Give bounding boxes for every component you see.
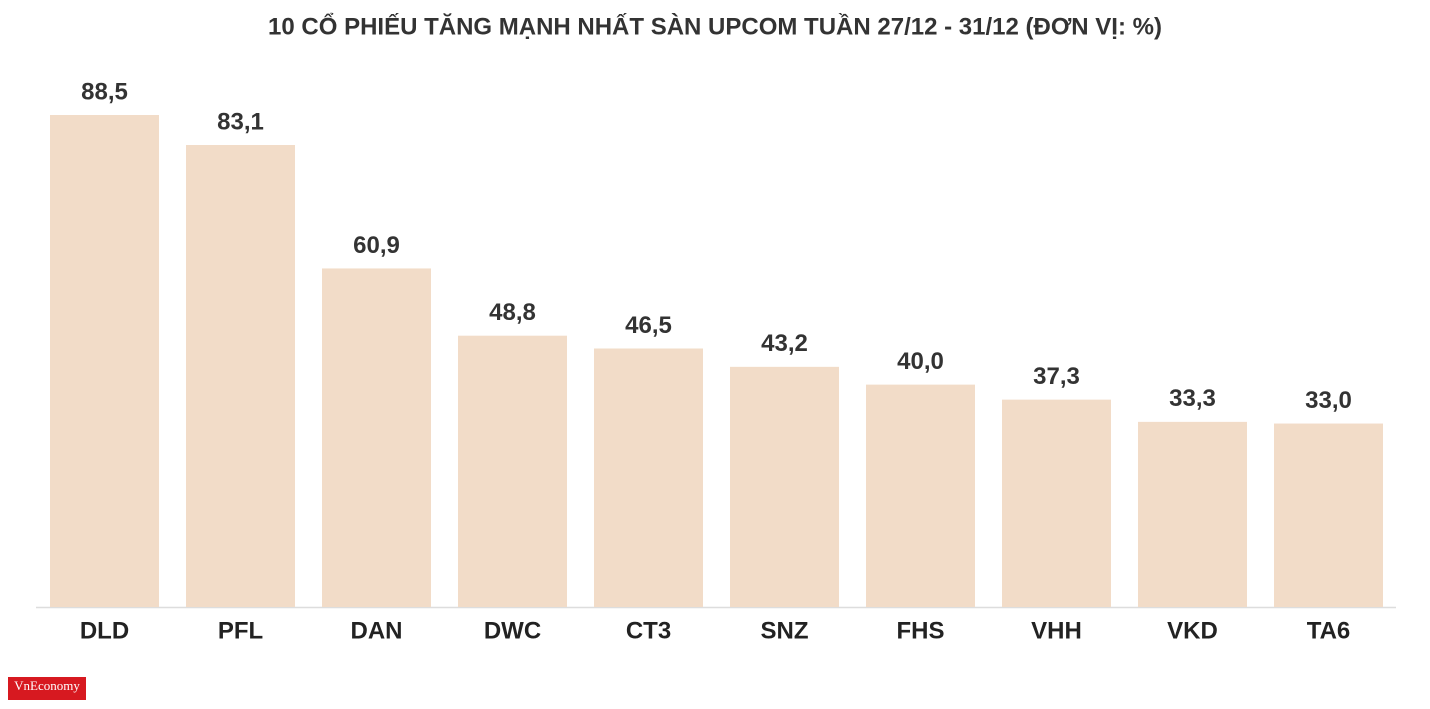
value-label: 83,1 bbox=[217, 108, 264, 135]
x-tick-label: DAN bbox=[351, 617, 403, 644]
bar bbox=[1138, 421, 1247, 607]
bar bbox=[1002, 399, 1111, 607]
value-label: 48,8 bbox=[489, 299, 536, 326]
value-label: 40,0 bbox=[897, 348, 944, 375]
chart-title: 10 CỔ PHIẾU TĂNG MẠNH NHẤT SÀN UPCOM TUẦ… bbox=[268, 12, 1162, 40]
bar bbox=[866, 384, 975, 607]
value-label: 33,0 bbox=[1305, 387, 1352, 414]
x-tick-label: DWC bbox=[484, 617, 541, 644]
x-tick-label: VHH bbox=[1031, 617, 1082, 644]
bar bbox=[730, 366, 839, 607]
value-label: 60,9 bbox=[353, 232, 400, 259]
logo: VnEconomy bbox=[14, 678, 80, 693]
x-tick-label: FHS bbox=[897, 617, 945, 644]
x-tick-label: PFL bbox=[218, 617, 263, 644]
x-tick-label: CT3 bbox=[626, 617, 671, 644]
value-label: 33,3 bbox=[1169, 385, 1216, 412]
value-label: 37,3 bbox=[1033, 363, 1080, 390]
bar bbox=[1274, 423, 1383, 607]
x-tick-label: VKD bbox=[1167, 617, 1218, 644]
x-tick-label: TA6 bbox=[1307, 617, 1351, 644]
x-tick-label: SNZ bbox=[761, 617, 809, 644]
logo-box bbox=[8, 677, 86, 700]
x-tick-label: DLD bbox=[80, 617, 129, 644]
bar bbox=[458, 335, 567, 607]
value-label: 43,2 bbox=[761, 330, 808, 357]
value-label: 46,5 bbox=[625, 312, 672, 339]
bar bbox=[594, 348, 703, 607]
bar bbox=[322, 268, 431, 607]
bar bbox=[50, 115, 159, 607]
bar bbox=[186, 145, 295, 608]
value-label: 88,5 bbox=[81, 78, 128, 105]
